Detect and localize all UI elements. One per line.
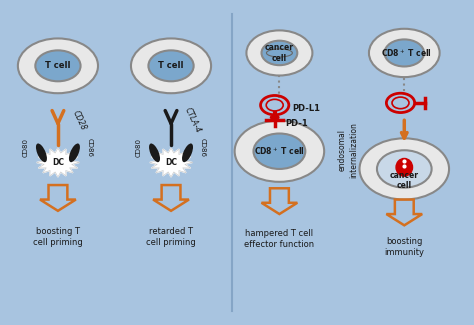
Circle shape <box>131 38 211 93</box>
Text: CD8$^+$ T cell: CD8$^+$ T cell <box>254 145 305 157</box>
Text: CD80: CD80 <box>23 138 29 158</box>
Text: DC: DC <box>52 158 64 167</box>
Text: cancer
cell: cancer cell <box>390 171 419 190</box>
Text: boosting
immunity: boosting immunity <box>384 237 424 257</box>
Text: CD28: CD28 <box>71 109 88 132</box>
Text: PD-L1: PD-L1 <box>292 104 320 113</box>
Ellipse shape <box>69 143 80 162</box>
Circle shape <box>18 38 98 93</box>
Ellipse shape <box>149 143 160 162</box>
Text: PD-1: PD-1 <box>285 119 308 128</box>
Text: DC: DC <box>165 158 177 167</box>
Text: T cell: T cell <box>45 61 71 70</box>
Ellipse shape <box>266 49 292 57</box>
Circle shape <box>262 41 297 65</box>
Text: endosomal
internalization: endosomal internalization <box>337 122 358 177</box>
Text: cancer
cell: cancer cell <box>265 43 294 63</box>
Circle shape <box>359 138 449 200</box>
Text: CTLA-4: CTLA-4 <box>183 106 202 135</box>
Polygon shape <box>150 148 192 177</box>
Text: CD86: CD86 <box>199 138 205 158</box>
Text: boosting T
cell priming: boosting T cell priming <box>33 227 83 247</box>
Circle shape <box>377 150 432 188</box>
Ellipse shape <box>271 115 279 119</box>
Polygon shape <box>36 148 79 177</box>
Text: retarded T
cell priming: retarded T cell priming <box>146 227 196 247</box>
Ellipse shape <box>36 143 47 162</box>
Ellipse shape <box>396 159 412 176</box>
Text: T cell: T cell <box>158 61 184 70</box>
Circle shape <box>246 31 312 75</box>
Text: CD80: CD80 <box>136 138 142 158</box>
Circle shape <box>36 50 81 81</box>
Circle shape <box>369 29 439 77</box>
Circle shape <box>254 134 305 169</box>
Text: CD86: CD86 <box>86 138 92 158</box>
Text: CD8$^+$ T cell: CD8$^+$ T cell <box>381 47 432 59</box>
Circle shape <box>148 50 194 81</box>
Text: hampered T cell
effector function: hampered T cell effector function <box>245 228 314 249</box>
Circle shape <box>235 121 324 182</box>
Ellipse shape <box>182 143 193 162</box>
Circle shape <box>384 39 424 67</box>
